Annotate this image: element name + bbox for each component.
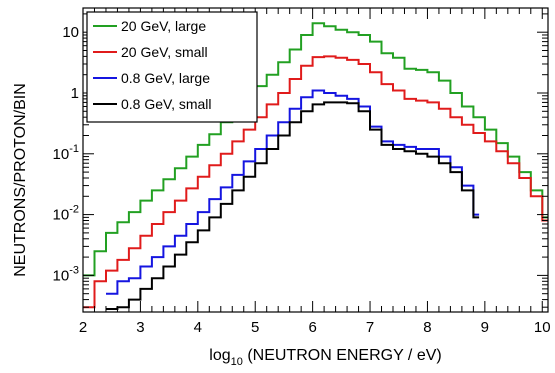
x-tick-label: 9	[481, 319, 489, 336]
legend-label-2: 20 GeV, small	[121, 44, 208, 60]
legend: 20 GeV, large 20 GeV, small 0.8 GeV, large…	[86, 11, 258, 123]
x-axis-title-prefix: log	[209, 347, 230, 364]
y-tick-base: 1	[71, 85, 79, 102]
series-line-4	[106, 101, 480, 310]
x-tick-label: 2	[79, 319, 87, 336]
y-tick-label: 1	[71, 85, 79, 102]
y-tick-label: 10-3	[53, 264, 79, 284]
x-axis-title-rest: (NEUTRON ENERGY / eV)	[243, 347, 442, 364]
x-tick-label: 4	[194, 319, 202, 336]
series-line-2	[83, 55, 548, 309]
legend-label-1: 20 GeV, large	[121, 18, 206, 34]
y-tick-label: 10	[62, 24, 79, 41]
y-tick-label: 10-2	[53, 204, 79, 224]
y-tick-base: 10	[53, 146, 70, 163]
x-tick-label: 7	[366, 319, 374, 336]
x-tick-label: 5	[251, 319, 259, 336]
y-tick-label: 10-1	[53, 143, 79, 163]
x-tick-label: 6	[308, 319, 316, 336]
x-axis-title-subscript: 10	[231, 356, 243, 368]
x-tick-label: 8	[423, 319, 431, 336]
x-tick-label: 3	[136, 319, 144, 336]
y-tick-exponent: -1	[69, 143, 79, 155]
x-axis-title: log10 (NEUTRON ENERGY / eV)	[209, 347, 441, 368]
series-line-1	[83, 22, 548, 277]
y-tick-exponent: -2	[69, 204, 79, 216]
y-axis-title: NEUTRONS/PROTON/BIN	[12, 83, 29, 277]
legend-label-4: 0.8 GeV, small	[121, 96, 212, 112]
y-tick-base: 10	[53, 207, 70, 224]
legend-label-3: 0.8 GeV, large	[121, 70, 210, 86]
y-tick-base: 10	[62, 24, 79, 41]
series-line-3	[106, 89, 480, 295]
y-tick-exponent: -3	[69, 264, 79, 276]
y-tick-base: 10	[53, 267, 70, 284]
series-layer	[83, 22, 548, 310]
x-tick-label: 10	[534, 319, 551, 336]
